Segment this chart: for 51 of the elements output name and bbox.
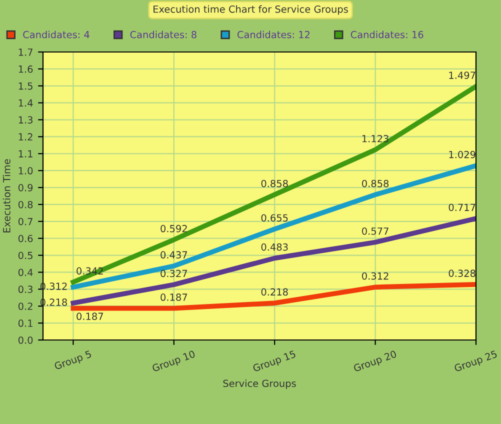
data-label: 0.592 <box>160 224 187 232</box>
data-label: 0.655 <box>261 214 288 222</box>
y-tick-label: 0.8 <box>18 200 33 208</box>
data-label: 1.497 <box>449 72 476 79</box>
y-tick-label: 0.6 <box>18 234 33 242</box>
data-label: 1.029 <box>449 150 476 158</box>
x-tick-label: Group 15 <box>252 350 297 374</box>
data-label: 0.327 <box>160 270 187 278</box>
y-tick-label: 0.1 <box>18 320 32 327</box>
x-tick-label: Group 10 <box>152 350 196 374</box>
y-tick-label: 0.0 <box>18 336 33 344</box>
y-tick-label: 0.2 <box>18 302 32 310</box>
y-tick-label: 1.2 <box>18 133 32 140</box>
y-axis-title: Execution Time <box>2 159 10 232</box>
data-label: 0.858 <box>261 180 288 188</box>
data-label: 0.577 <box>362 227 388 235</box>
data-label: 0.187 <box>76 312 103 320</box>
y-tick-label: 1.4 <box>18 99 33 107</box>
y-tick-label: 0.4 <box>18 268 33 276</box>
x-tick-label: Group 25 <box>454 350 498 374</box>
data-label: 0.328 <box>448 270 476 277</box>
data-label: 0.187 <box>160 294 187 301</box>
line-series <box>70 282 476 311</box>
y-tick-label: 0.9 <box>18 184 33 192</box>
data-label: 0.218 <box>261 288 288 296</box>
y-tick-label: 1.3 <box>18 116 32 124</box>
x-axis-title: Service Groups <box>223 380 296 389</box>
line-series <box>70 84 476 284</box>
data-label: 1.123 <box>362 134 388 142</box>
y-tick-label: 1.6 <box>18 65 33 73</box>
chart-title: Execution time Chart for Service Groups <box>154 5 348 15</box>
line-series <box>70 163 476 290</box>
y-tick-label: 1.0 <box>18 167 33 174</box>
data-label: 0.312 <box>362 272 388 280</box>
x-tick-label: Group 5 <box>54 350 92 372</box>
y-tick-label: 0.7 <box>18 218 32 226</box>
y-tick-label: 1.7 <box>18 48 32 56</box>
y-tick-label: 0.5 <box>18 252 32 260</box>
y-tick-label: 0.3 <box>18 286 32 294</box>
x-tick-label: Group 20 <box>353 350 398 374</box>
data-label: 0.717 <box>448 204 476 212</box>
legend-label: Candidates: 12 <box>238 30 310 38</box>
y-tick-label: 1.1 <box>18 150 32 158</box>
line-series <box>70 216 476 306</box>
data-label: 0.483 <box>261 243 288 251</box>
y-tick-label: 1.5 <box>18 82 32 90</box>
legend-label: Candidates: 8 <box>130 30 196 38</box>
legend-label: Candidates: 16 <box>350 30 424 38</box>
data-label: 0.437 <box>160 251 187 259</box>
legend-label: Candidates: 4 <box>23 30 90 38</box>
data-label: 0.858 <box>362 180 389 188</box>
